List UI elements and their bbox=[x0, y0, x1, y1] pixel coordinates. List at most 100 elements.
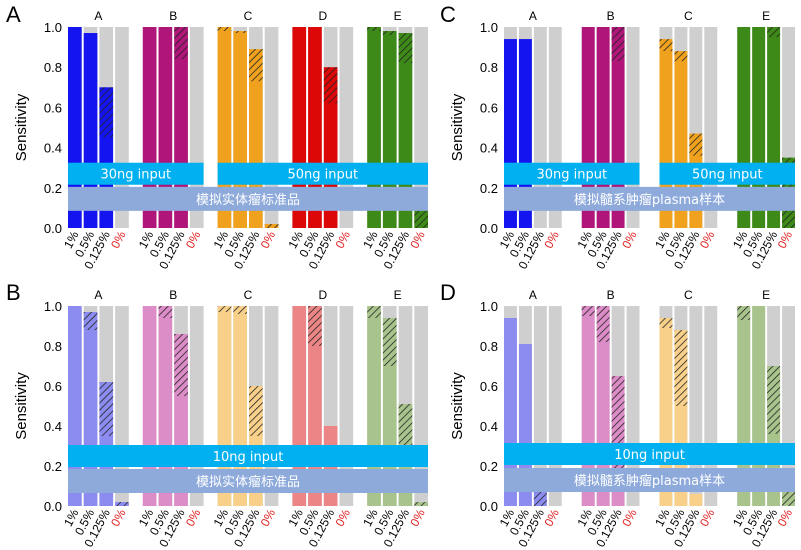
x-tick-label: 0% bbox=[258, 229, 279, 251]
y-tick-label: 0.2 bbox=[44, 181, 62, 196]
group-label: A bbox=[94, 288, 102, 302]
group-label: E bbox=[394, 288, 402, 302]
x-tick-label: 0% bbox=[183, 507, 204, 529]
y-tick-label: 0.2 bbox=[480, 459, 498, 474]
x-tick-label: 0% bbox=[541, 507, 562, 529]
panel-label: B bbox=[6, 280, 21, 305]
y-tick-label: 0.0 bbox=[44, 221, 62, 236]
bar-hatch bbox=[249, 386, 263, 436]
bar-hatch bbox=[674, 330, 688, 406]
banner-text: 50ng input bbox=[692, 168, 763, 183]
group-label: C bbox=[684, 288, 693, 302]
bar-hatch bbox=[596, 306, 610, 342]
y-tick-label: 0.4 bbox=[480, 141, 498, 156]
bar-hatch bbox=[217, 306, 232, 312]
y-tick-label: 1.0 bbox=[480, 299, 498, 314]
y-axis-label: Sensitivity bbox=[13, 372, 30, 440]
y-tick-label: 0.4 bbox=[44, 419, 62, 434]
x-tick-label: 0% bbox=[332, 507, 353, 529]
bar-hatch bbox=[99, 87, 114, 138]
group-label: C bbox=[244, 288, 253, 302]
sample-banner: 模拟实体瘤标准品 bbox=[68, 186, 428, 211]
x-tick-label: 0% bbox=[332, 229, 353, 251]
bar-group-A: A1%0.5%0.125%0% bbox=[61, 288, 129, 549]
bar-hatch bbox=[398, 404, 413, 450]
banner-box bbox=[68, 186, 428, 211]
banner-box bbox=[504, 443, 795, 465]
bar-group-C: C1%0.5%0.125%0% bbox=[211, 288, 279, 549]
group-label: A bbox=[529, 288, 537, 302]
input-banner: 10ng input bbox=[68, 445, 428, 467]
banner-text: 模拟实体瘤标准品 bbox=[196, 192, 300, 208]
group-label: C bbox=[244, 9, 253, 23]
bar-hatch bbox=[414, 205, 428, 228]
x-tick-label: 0% bbox=[697, 507, 718, 529]
group-label: A bbox=[94, 9, 102, 23]
banner-box bbox=[504, 186, 795, 211]
y-tick-label: 0.8 bbox=[44, 339, 62, 354]
group-label: B bbox=[169, 9, 177, 23]
bar-hatch bbox=[737, 306, 751, 320]
bar-hatch bbox=[659, 39, 673, 52]
group-label: A bbox=[529, 9, 537, 23]
bar-hatch bbox=[398, 33, 413, 64]
y-tick-label: 0.8 bbox=[480, 60, 498, 75]
y-tick-label: 1.0 bbox=[480, 20, 498, 35]
banner-box bbox=[68, 469, 428, 493]
banner-text: 模拟实体瘤标准品 bbox=[196, 474, 300, 490]
bar-group-D: D1%0.5%0.125%0% bbox=[285, 288, 354, 549]
group-label: D bbox=[318, 9, 327, 23]
y-tick-label: 0.2 bbox=[44, 459, 62, 474]
panel-label: C bbox=[440, 2, 456, 27]
y-tick-label: 0.6 bbox=[480, 100, 498, 115]
panel-D: D Sensitivity 0.0 0.2 0.4 0.6 0.8 1.0A1%0.5%0.1… bbox=[440, 280, 795, 549]
banner-text: 10ng input bbox=[213, 450, 284, 465]
bar-hatch bbox=[158, 306, 173, 318]
y-axis-label: Sensitivity bbox=[13, 93, 30, 161]
bar-hatch bbox=[767, 366, 781, 434]
x-tick-label: 0% bbox=[258, 507, 279, 529]
bar-hatch bbox=[233, 306, 247, 314]
bar-hatch bbox=[581, 306, 595, 316]
input-banner: 10ng input bbox=[504, 443, 795, 465]
sample-banner: 模拟实体瘤标准品 bbox=[68, 469, 428, 493]
group-label: D bbox=[318, 288, 327, 302]
bar-hatch bbox=[767, 27, 781, 38]
bar-group-E: E1%0.5%0.125%0% bbox=[360, 288, 428, 549]
group-label: B bbox=[169, 288, 177, 302]
bar-hatch bbox=[323, 67, 338, 104]
banner-text: 模拟髓系肿瘤plasma样本 bbox=[574, 192, 725, 208]
y-axis-label: Sensitivity bbox=[449, 93, 466, 161]
bar bbox=[689, 494, 703, 506]
bar-group-E: E1%0.5%0.125%0% bbox=[730, 9, 795, 271]
x-tick-label: 0% bbox=[108, 507, 129, 529]
bar-hatch bbox=[308, 306, 322, 346]
input-banner: 30ng input bbox=[68, 162, 204, 185]
y-tick-label: 0.6 bbox=[44, 100, 62, 115]
y-tick-label: 0.0 bbox=[480, 221, 498, 236]
x-tick-label: 0% bbox=[775, 507, 796, 529]
bar-hatch bbox=[382, 318, 397, 366]
group-label: E bbox=[762, 288, 770, 302]
x-tick-label: 0% bbox=[541, 229, 562, 251]
x-tick-label: 0% bbox=[183, 229, 204, 251]
bar-hatch bbox=[233, 31, 247, 34]
bar-hatch bbox=[414, 502, 428, 506]
banner-box bbox=[68, 162, 204, 185]
bar-hatch bbox=[533, 490, 547, 506]
bar-hatch bbox=[174, 27, 188, 60]
bar-group-A: A1%0.5%0.125%0% bbox=[497, 9, 562, 271]
y-tick-label: 0.0 bbox=[480, 499, 498, 514]
banner-text: 30ng input bbox=[100, 168, 171, 183]
y-tick-label: 0.6 bbox=[480, 379, 498, 394]
banner-box bbox=[504, 162, 640, 185]
bar-hatch bbox=[659, 318, 673, 328]
x-tick-label: 0% bbox=[407, 229, 428, 251]
panel-label: A bbox=[6, 2, 21, 27]
banner-text: 模拟髓系肿瘤plasma样本 bbox=[574, 473, 725, 489]
banner-box bbox=[659, 162, 795, 185]
bar-hatch bbox=[174, 334, 188, 396]
y-tick-label: 0.8 bbox=[480, 339, 498, 354]
